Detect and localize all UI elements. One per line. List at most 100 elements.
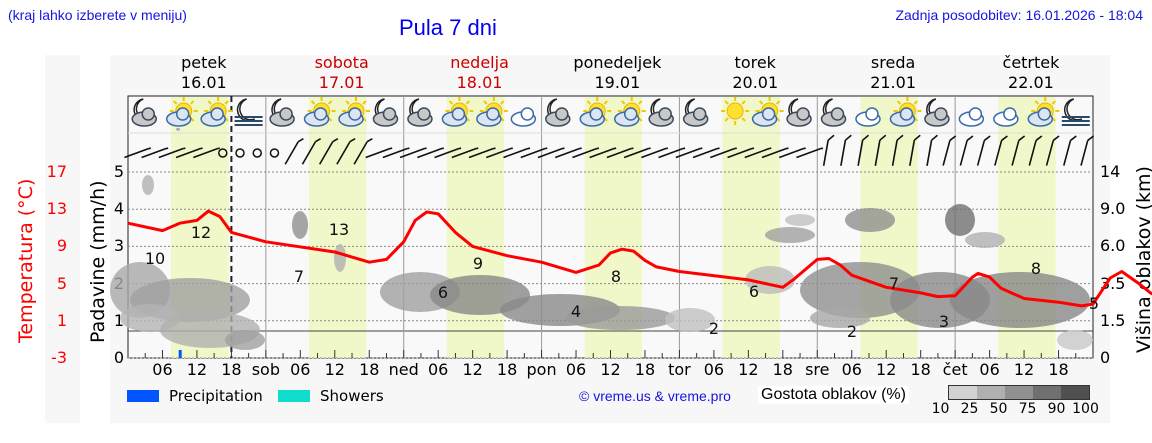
axis-tick-label: 3 (113, 236, 124, 256)
moon-cloud-icon (407, 98, 433, 127)
location-hint: (kraj lahko izberete v meniju) (8, 7, 187, 23)
day-header: torek 20.01 (695, 53, 815, 93)
density-swatch (1005, 386, 1033, 399)
density-swatch (1033, 386, 1061, 399)
wind-barb-icon (301, 138, 322, 165)
wind-barb-icon (727, 147, 755, 159)
wind-barb-icon (175, 147, 203, 159)
cloud-density-scale-labels: 10 25 50 75 90 100 (926, 401, 1100, 417)
cloud-density-area (142, 175, 154, 195)
wind-barb-icon (994, 135, 1008, 166)
temperature-value-label: 13 (329, 220, 349, 239)
wind-barb-icon (1011, 135, 1026, 166)
x-tick-label: 12 (462, 360, 483, 379)
precipitation-bar (178, 350, 182, 358)
cloudy-icon (510, 107, 537, 127)
wind-barb-icon (710, 147, 737, 159)
legend-precipitation-label: Precipitation (169, 387, 263, 405)
x-tick-label: 18 (496, 360, 518, 379)
last-update: Zadnja posodobitev: 16.01.2026 - 18:04 (895, 7, 1143, 23)
x-tick-label: 06 (152, 360, 173, 379)
temperature-value-label: 7 (889, 274, 899, 293)
day-header: sobota 17.01 (282, 53, 402, 93)
temperature-value-label: 2 (709, 319, 719, 338)
x-tick-label: sre (805, 360, 830, 379)
x-tick-label: 18 (772, 360, 793, 379)
temperature-value-label: 9 (473, 254, 483, 273)
temperature-value-label: 6 (438, 283, 448, 302)
moon-cloud-icon (820, 98, 847, 127)
daylight-band (446, 97, 505, 358)
cloud-density-area (665, 308, 715, 332)
day-date: 22.01 (1008, 73, 1054, 92)
legend-showers: Showers (278, 387, 384, 405)
wind-barb-icon (141, 147, 169, 159)
axis-tick-label: 5 (113, 162, 124, 181)
temperature-value-label: 7 (294, 267, 304, 286)
x-tick-label: 18 (1048, 360, 1069, 379)
day-date: 16.01 (180, 73, 227, 92)
moon-cloud-icon (648, 98, 674, 127)
wind-barb-icon (252, 148, 262, 158)
cloudy-icon (855, 107, 881, 127)
day-name: ponedeljek (573, 53, 662, 72)
moon-cloud-icon (372, 98, 399, 127)
temperature-line (127, 209, 1152, 308)
axis-tick-label: 0 (1100, 348, 1111, 367)
density-scale-label: 25 (960, 401, 979, 417)
axis-tick-label: 0 (113, 348, 124, 367)
day-header: nedelja 18.01 (420, 53, 540, 93)
x-tick-label: 06 (427, 360, 449, 379)
x-tick-label: čet (942, 360, 968, 379)
sun-cloud-icon (338, 97, 371, 127)
wind-barb-icon (942, 135, 957, 166)
day-header: sreda 21.01 (833, 53, 953, 93)
sun-cloud-icon (889, 97, 922, 127)
sun-cloud-icon (441, 97, 474, 127)
moon-cloud-icon (924, 98, 950, 127)
wind-barb-icon (269, 148, 280, 158)
cloud-density-area (225, 330, 265, 350)
density-swatch (949, 386, 977, 399)
wind-barb-icon (572, 147, 600, 159)
cloud-density-area (765, 227, 815, 243)
x-tick-label: 06 (703, 360, 725, 379)
wind-barb-icon (451, 147, 479, 159)
wind-barb-icon (641, 147, 668, 159)
axis-tick-label: 4 (113, 199, 124, 219)
day-date: 21.01 (870, 73, 916, 92)
wind-barb-icon (589, 147, 617, 159)
wind-barb-icon (692, 147, 720, 159)
day-name: nedelja (450, 53, 509, 72)
wind-barb-icon (235, 148, 245, 158)
wind-barb-icon (434, 147, 462, 159)
x-tick-label: ned (388, 360, 419, 379)
sun-cloud-icon (613, 97, 646, 127)
wind-barb-icon (874, 134, 887, 166)
wind-barb-icon (318, 138, 339, 165)
wind-barb-icon (353, 138, 373, 165)
x-tick-label: 06 (841, 360, 862, 379)
copyright-link[interactable]: © vreme.us & vreme.pro (579, 388, 731, 404)
cloud-density-area (785, 214, 815, 226)
moon-cloud-icon (269, 98, 295, 127)
cloud-density-area (950, 272, 1090, 328)
axis-tick-label: 1 (113, 310, 124, 330)
wind-barb-icon (336, 138, 356, 165)
wind-barb-icon (909, 134, 921, 166)
axis-tick-label: 6.0 (1100, 236, 1126, 256)
moon-fog-icon (1061, 98, 1090, 126)
wind-barb-icon (778, 147, 806, 159)
wind-barb-icon (926, 134, 938, 166)
day-name: sreda (870, 53, 916, 72)
cloudy-icon (993, 107, 1019, 127)
x-tick-label: 18 (359, 360, 380, 379)
axis-tick-label: 17 (46, 162, 67, 181)
wind-barb-icon (399, 147, 427, 159)
sun-icon (721, 97, 750, 125)
x-tick-label: 18 (910, 360, 931, 379)
wind-barb-icon (857, 134, 870, 166)
x-tick-label: 06 (565, 360, 587, 379)
wind-barb-icon (486, 147, 513, 159)
wind-barb-icon (468, 147, 496, 159)
